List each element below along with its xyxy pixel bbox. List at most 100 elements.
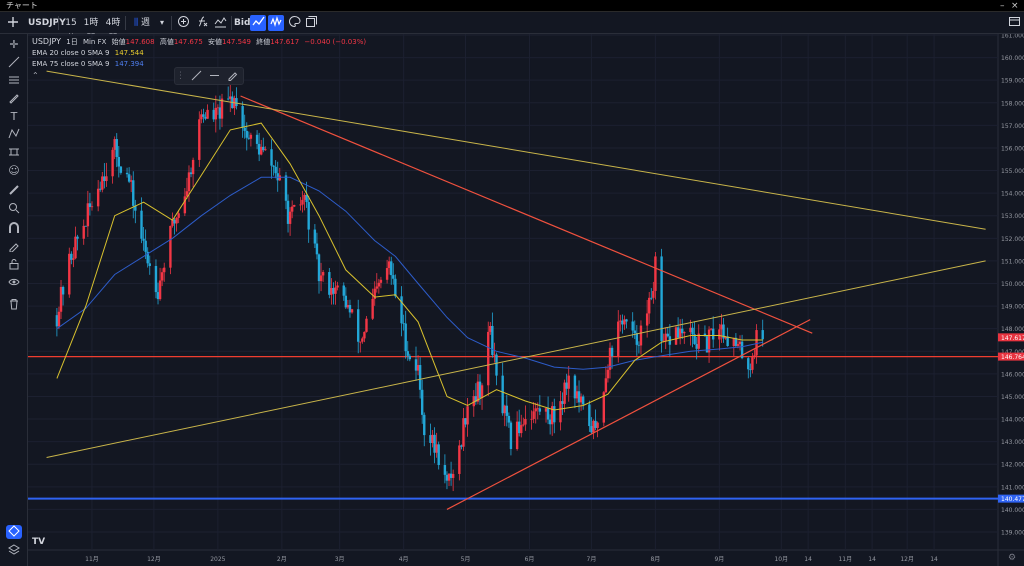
candle-body xyxy=(652,290,655,298)
fib-icon[interactable] xyxy=(6,74,22,88)
blue-level-badge-label: 140.477 xyxy=(1001,496,1024,503)
candle-body xyxy=(420,389,424,415)
eye-icon[interactable] xyxy=(6,276,22,290)
indicators-button[interactable] xyxy=(194,15,210,31)
emoji-icon[interactable]: ☺ xyxy=(8,164,20,177)
candle-body xyxy=(464,418,467,425)
candle-body xyxy=(507,415,511,423)
brush-icon[interactable] xyxy=(6,92,22,106)
add-symbol-button[interactable] xyxy=(4,15,22,31)
y-tick-label: 161.000 xyxy=(1001,34,1024,40)
magnet-icon[interactable] xyxy=(6,222,22,236)
candle-body xyxy=(187,172,191,192)
line-style-icon[interactable] xyxy=(207,70,221,82)
legend-ema20-row: EMA 20 close 0 SMA 9 147.544 xyxy=(32,49,147,58)
timeframe-4h-button[interactable]: 4時間 xyxy=(105,18,121,44)
candle-body xyxy=(286,200,290,224)
screenshot-button[interactable] xyxy=(1007,15,1021,31)
object-tree-icon[interactable] xyxy=(6,525,22,539)
trendline-yellow-2[interactable] xyxy=(46,70,986,230)
ruler-icon[interactable] xyxy=(6,184,22,198)
compare-button[interactable] xyxy=(175,15,191,31)
candle-body xyxy=(458,445,461,474)
candle-body xyxy=(546,408,550,420)
price-chart[interactable]: 161.000 160.000 159.000 158.000 157.000 156.0… xyxy=(0,34,1024,566)
minimize-icon[interactable]: – xyxy=(1000,1,1005,11)
layers-icon[interactable] xyxy=(6,543,22,557)
chevron-down-icon[interactable]: ▾ xyxy=(159,18,164,27)
candle-body xyxy=(344,295,348,308)
edit-icon[interactable] xyxy=(225,70,239,82)
measure-icon[interactable] xyxy=(6,146,22,160)
chart-type-button[interactable]: ⫼ 週 xyxy=(129,15,155,31)
lock-icon[interactable] xyxy=(6,258,22,272)
candle-body xyxy=(751,357,754,370)
candle-body xyxy=(204,116,207,119)
symbol-button[interactable]: USDJPY xyxy=(28,18,66,28)
ema20-line xyxy=(56,122,763,411)
candle-body xyxy=(177,213,180,218)
legend-ema20-label: EMA 20 close 0 SMA 9 xyxy=(32,49,110,57)
trendline-yellow-3[interactable] xyxy=(46,260,986,458)
candle-body xyxy=(315,243,319,255)
candle-body xyxy=(105,176,108,182)
candle-body xyxy=(639,325,643,346)
candle-body xyxy=(489,325,492,332)
text-icon[interactable]: T xyxy=(10,110,18,123)
candle-body xyxy=(158,280,162,300)
candle-body xyxy=(198,119,201,160)
candle-body xyxy=(249,134,253,139)
candle-body xyxy=(88,203,92,208)
candle-body xyxy=(645,313,649,326)
templates-button[interactable] xyxy=(212,15,228,31)
candle-body xyxy=(707,329,711,353)
crosshair-icon[interactable]: ✛ xyxy=(9,38,19,51)
settings-gear-icon[interactable]: ⚙ xyxy=(1008,553,1017,563)
pencil-line-icon[interactable] xyxy=(189,70,203,82)
zoom-icon[interactable] xyxy=(6,202,22,216)
timeframe-15m-button[interactable]: 15分 xyxy=(65,18,77,44)
trendline-red-1[interactable] xyxy=(446,319,811,510)
candle-body xyxy=(214,107,218,120)
legend-open-value: 147.608 xyxy=(125,38,155,46)
candle-body xyxy=(400,296,403,324)
y-tick-label: 147.000 xyxy=(1001,349,1024,356)
candle-body xyxy=(538,408,542,412)
candle-body xyxy=(200,114,203,120)
trendline-icon[interactable] xyxy=(6,56,22,70)
layout-button[interactable] xyxy=(303,15,319,31)
candle-body xyxy=(119,166,123,173)
candle-body xyxy=(681,328,684,334)
candle-body xyxy=(245,130,248,138)
legend-source: Min FX xyxy=(82,38,107,46)
chart-type-label: 週 xyxy=(141,18,151,28)
candle-body xyxy=(740,341,744,359)
candle-body xyxy=(385,268,389,280)
line-chart-button[interactable] xyxy=(250,15,266,31)
candle-body xyxy=(491,325,494,355)
candle-body xyxy=(604,378,608,393)
candle-body xyxy=(272,165,275,167)
drawing-mode-icon[interactable] xyxy=(6,240,22,254)
candle-body xyxy=(693,334,696,345)
settings-button[interactable] xyxy=(286,15,302,31)
legend-collapse-icon[interactable]: ⌃ xyxy=(32,71,39,80)
pattern-icon[interactable] xyxy=(6,128,22,142)
drag-handle-icon[interactable]: ⋮ xyxy=(176,71,185,81)
candle-body xyxy=(111,149,114,177)
y-tick-label: 145.000 xyxy=(1001,394,1024,401)
bid-button[interactable]: Bid xyxy=(234,18,251,28)
candle-body xyxy=(573,375,577,399)
timeframe-1h-button[interactable]: 1時間 xyxy=(83,18,99,44)
alert-chart-button[interactable] xyxy=(268,15,284,31)
legend-ohlc-row: USDJPY 1日 Min FX 始値147.608 高値147.675 安値1… xyxy=(32,37,369,47)
close-icon[interactable]: × xyxy=(1011,1,1019,11)
plus-icon xyxy=(8,17,18,27)
candle-body xyxy=(406,351,409,356)
candle-body xyxy=(336,285,339,288)
trash-icon[interactable] xyxy=(6,298,22,312)
candle-body xyxy=(68,253,71,295)
y-tick-label: 148.000 xyxy=(1001,326,1024,333)
trendline-red-0[interactable] xyxy=(240,95,813,334)
candle-body xyxy=(637,344,641,346)
